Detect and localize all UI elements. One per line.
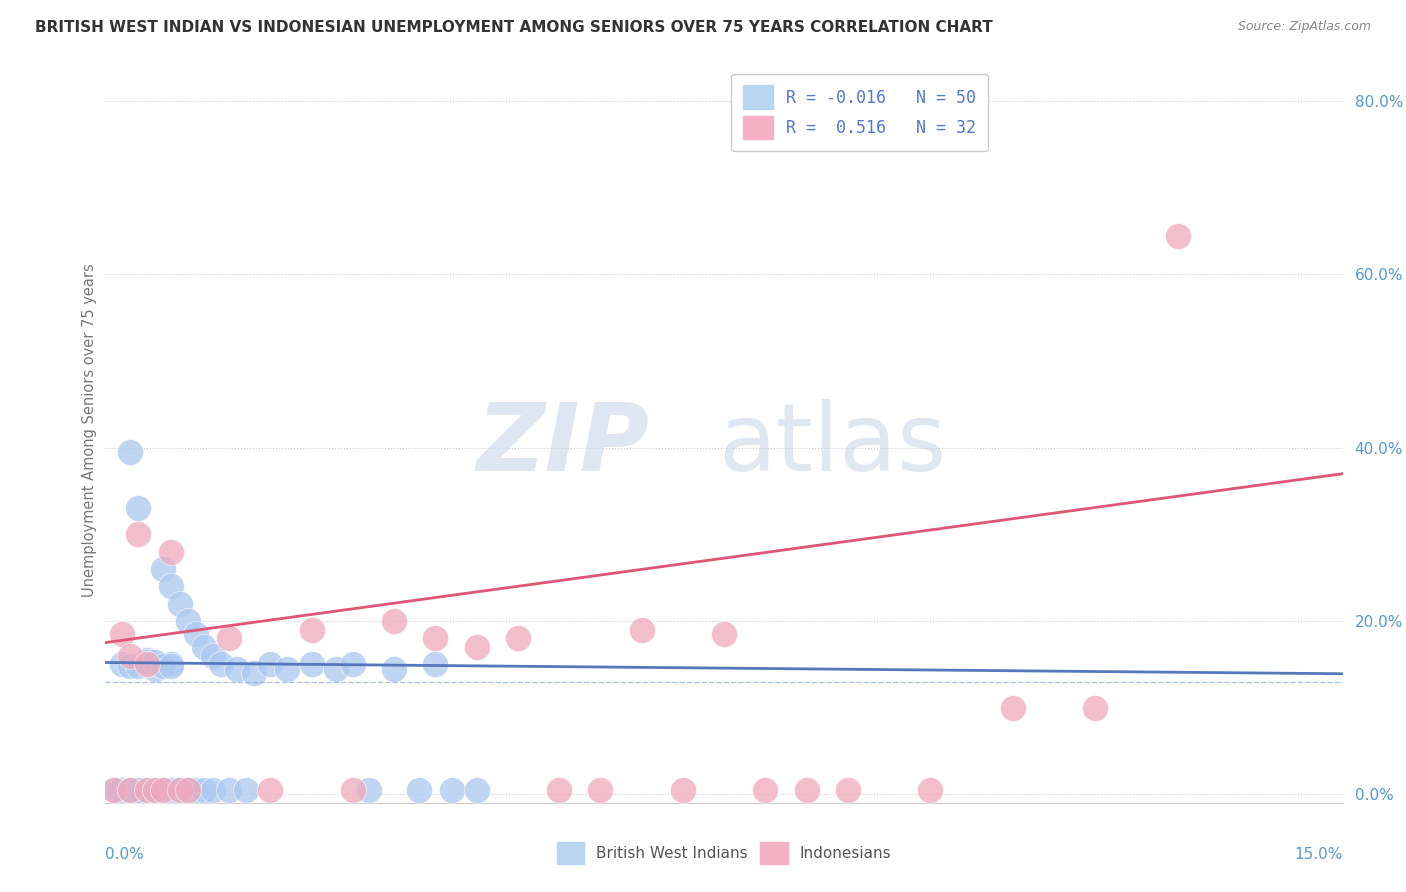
Point [425,632,447,646]
Point [382,662,405,676]
Point [120,782,142,797]
Point [111,657,134,672]
Point [120,782,142,797]
Point [177,614,200,628]
Point [177,782,200,797]
Point [143,662,166,676]
Point [127,782,149,797]
Text: Source: ZipAtlas.com: Source: ZipAtlas.com [1237,20,1371,33]
Point [1001,700,1024,714]
Point [1167,228,1189,243]
Point [193,782,215,797]
Point [186,627,208,641]
Point [120,445,142,459]
Point [152,562,174,576]
Point [120,659,142,673]
Text: atlas: atlas [718,400,946,491]
Point [160,782,183,797]
Point [382,614,405,628]
Point [209,657,232,672]
Point [127,659,149,673]
Point [506,632,529,646]
Point [754,782,776,797]
Point [325,662,347,676]
Point [135,656,157,670]
Point [186,782,208,797]
Point [135,657,157,672]
Point [440,782,463,797]
Point [193,640,215,654]
Point [152,659,174,673]
Point [548,782,571,797]
Y-axis label: Unemployment Among Seniors over 75 years: Unemployment Among Seniors over 75 years [82,263,97,598]
Point [120,782,142,797]
Point [201,648,224,663]
Point [143,656,166,670]
Point [152,782,174,797]
Point [301,623,323,637]
Point [143,782,166,797]
Point [143,782,166,797]
Point [465,782,488,797]
Point [1084,700,1107,714]
Point [103,782,125,797]
Point [342,782,364,797]
Point [837,782,859,797]
Point [103,782,125,797]
Point [160,544,183,558]
Point [235,782,257,797]
Point [201,782,224,797]
Point [135,653,157,667]
Point [301,657,323,672]
Point [465,640,488,654]
Point [243,665,266,680]
Point [127,501,149,516]
Point [425,657,447,672]
Point [589,782,612,797]
Point [226,662,249,676]
Point [127,782,149,797]
Point [169,597,191,611]
Point [177,782,200,797]
Point [713,627,735,641]
Point [259,782,281,797]
Point [135,782,157,797]
Text: BRITISH WEST INDIAN VS INDONESIAN UNEMPLOYMENT AMONG SENIORS OVER 75 YEARS CORRE: BRITISH WEST INDIAN VS INDONESIAN UNEMPL… [35,20,993,35]
Text: 0.0%: 0.0% [105,847,145,863]
Text: 15.0%: 15.0% [1295,847,1343,863]
Point [160,657,183,672]
Point [342,657,364,672]
Point [408,782,430,797]
Point [276,662,298,676]
Point [120,648,142,663]
Point [111,627,134,641]
Point [152,782,174,797]
Point [111,782,134,797]
Point [218,782,240,797]
Point [259,657,281,672]
Point [796,782,818,797]
Point [359,782,381,797]
Point [160,659,183,673]
Point [135,782,157,797]
Point [160,579,183,593]
Point [169,782,191,797]
Point [218,632,240,646]
Legend: British West Indians, Indonesians: British West Indians, Indonesians [551,836,897,870]
Point [127,527,149,541]
Point [672,782,695,797]
Text: ZIP: ZIP [477,400,650,491]
Point [630,623,652,637]
Point [169,782,191,797]
Point [920,782,942,797]
